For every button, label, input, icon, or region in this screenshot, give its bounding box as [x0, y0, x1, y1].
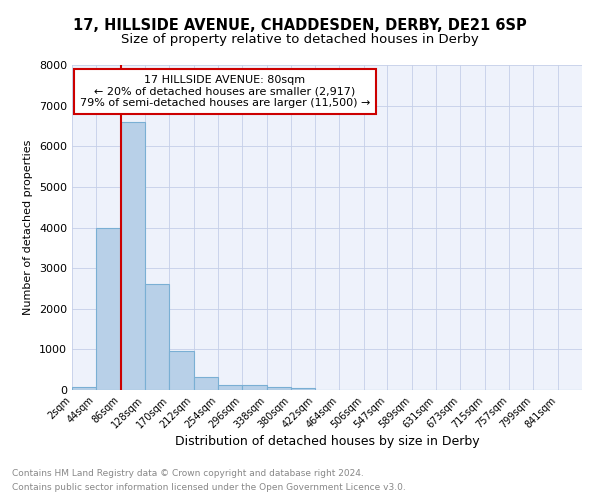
Bar [266, 387, 291, 390]
X-axis label: Distribution of detached houses by size in Derby: Distribution of detached houses by size … [175, 436, 479, 448]
Bar [97, 228, 121, 390]
Bar [169, 351, 194, 390]
Text: Size of property relative to detached houses in Derby: Size of property relative to detached ho… [121, 32, 479, 46]
Y-axis label: Number of detached properties: Number of detached properties [23, 140, 34, 315]
Bar [242, 385, 266, 390]
Bar [218, 384, 242, 390]
Bar [121, 122, 145, 390]
Text: Contains public sector information licensed under the Open Government Licence v3: Contains public sector information licen… [12, 484, 406, 492]
Bar [291, 388, 315, 390]
Bar [72, 387, 97, 390]
Bar [145, 284, 169, 390]
Bar [194, 378, 218, 390]
Text: Contains HM Land Registry data © Crown copyright and database right 2024.: Contains HM Land Registry data © Crown c… [12, 468, 364, 477]
Text: 17 HILLSIDE AVENUE: 80sqm
← 20% of detached houses are smaller (2,917)
79% of se: 17 HILLSIDE AVENUE: 80sqm ← 20% of detac… [80, 74, 370, 108]
Text: 17, HILLSIDE AVENUE, CHADDESDEN, DERBY, DE21 6SP: 17, HILLSIDE AVENUE, CHADDESDEN, DERBY, … [73, 18, 527, 32]
